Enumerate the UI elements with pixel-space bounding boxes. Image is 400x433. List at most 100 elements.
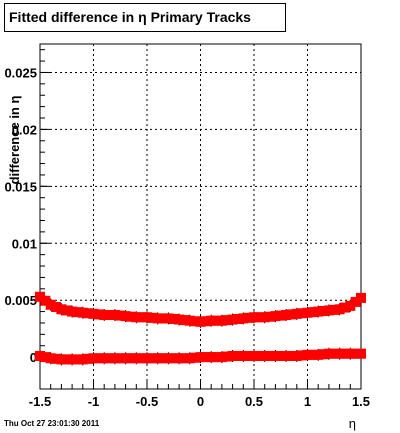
data-point: [227, 314, 238, 325]
x-tick-label: -1.5: [29, 394, 51, 409]
data-point: [302, 349, 313, 360]
data-point: [265, 350, 276, 361]
data-point: [227, 350, 238, 361]
data-point: [67, 306, 78, 317]
data-point: [265, 311, 276, 322]
data-point: [77, 307, 88, 318]
x-tick-label: -1: [88, 394, 100, 409]
data-point: [168, 353, 179, 364]
data-point: [243, 350, 254, 361]
data-point: [147, 353, 158, 364]
data-point: [142, 312, 152, 323]
data-point: [190, 316, 201, 327]
y-tick-label: 0: [30, 350, 37, 365]
data-point: [286, 309, 297, 320]
y-tick-label: 0.015: [4, 179, 37, 194]
chart-title: Fitted difference in η Primary Tracks: [4, 3, 286, 32]
data-point: [275, 310, 286, 321]
data-markers: [35, 290, 366, 366]
data-point: [281, 309, 292, 320]
x-tick-label: 1: [304, 394, 311, 409]
data-point: [339, 348, 350, 359]
data-point: [131, 312, 142, 323]
data-point: [88, 353, 99, 364]
y-tick-label: 0.005: [4, 293, 37, 308]
data-point: [307, 349, 318, 360]
data-point: [302, 307, 313, 318]
data-point: [77, 354, 88, 365]
data-point: [254, 350, 265, 361]
data-point: [232, 313, 243, 324]
data-point: [61, 354, 72, 365]
data-point: [259, 312, 270, 323]
data-point: [184, 353, 195, 364]
y-axis-label: difference in η: [7, 96, 22, 185]
data-point: [356, 348, 366, 359]
x-tick-label: -0.5: [136, 394, 158, 409]
data-point: [56, 304, 67, 315]
data-point: [152, 313, 163, 324]
data-point: [318, 349, 329, 360]
data-point: [99, 309, 110, 320]
y-tick-label: 0.01: [12, 236, 37, 251]
data-point: [297, 350, 308, 361]
data-point: [125, 311, 136, 322]
data-point: [329, 348, 340, 359]
data-point: [254, 312, 265, 323]
data-point: [238, 350, 249, 361]
data-point: [339, 302, 350, 313]
data-point: [329, 304, 340, 315]
data-point: [350, 296, 361, 307]
data-point: [40, 295, 51, 306]
data-point: [109, 309, 120, 320]
data-point: [200, 316, 211, 327]
data-point: [125, 353, 136, 364]
data-point: [281, 350, 292, 361]
data-point: [131, 353, 142, 364]
data-point: [291, 350, 302, 361]
data-point: [216, 315, 227, 326]
data-point: [51, 353, 62, 364]
footer-timestamp: Thu Oct 27 23:01:30 2011: [4, 419, 100, 428]
data-point: [291, 308, 302, 319]
data-point: [323, 348, 334, 359]
data-point: [93, 309, 104, 320]
data-point: [120, 353, 131, 364]
data-point: [238, 313, 249, 324]
data-point: [275, 350, 286, 361]
data-point: [174, 353, 185, 364]
x-tick-label: 0.5: [245, 394, 263, 409]
data-point: [104, 309, 115, 320]
data-point: [350, 348, 361, 359]
data-point: [200, 352, 211, 363]
data-point: [109, 353, 120, 364]
data-point: [115, 310, 126, 321]
data-point: [243, 312, 254, 323]
data-point: [163, 353, 174, 364]
data-point: [195, 316, 206, 327]
data-point: [168, 313, 179, 324]
data-point: [152, 353, 163, 364]
data-point: [195, 352, 206, 363]
data-point: [104, 353, 115, 364]
y-tick-label: 0.02: [12, 122, 37, 137]
data-point: [93, 353, 104, 364]
data-point: [184, 315, 195, 326]
data-point: [163, 313, 174, 324]
data-point: [270, 350, 281, 361]
data-point: [56, 354, 67, 365]
data-point: [313, 349, 324, 360]
data-point: [72, 354, 83, 365]
data-point: [249, 350, 259, 361]
data-point: [35, 291, 45, 302]
data-point: [216, 352, 227, 363]
data-point: [83, 308, 94, 319]
data-point: [356, 292, 366, 303]
data-point: [158, 353, 169, 364]
data-point: [323, 305, 334, 316]
axis-ticks: [39, 49, 362, 389]
data-point: [158, 313, 169, 324]
data-point: [120, 311, 131, 322]
data-point: [179, 315, 190, 326]
